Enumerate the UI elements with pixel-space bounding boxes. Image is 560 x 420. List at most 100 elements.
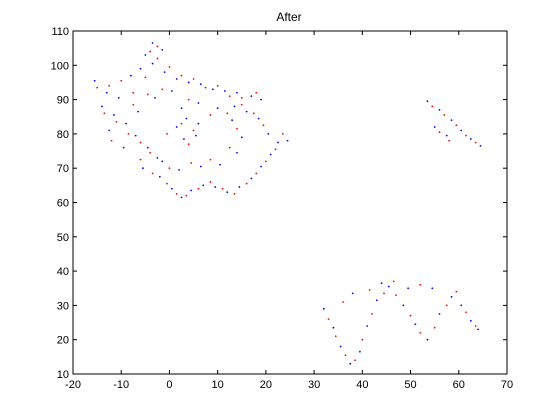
data-point <box>166 182 168 185</box>
data-point <box>108 84 111 87</box>
data-point <box>233 193 236 195</box>
data-point <box>433 126 436 128</box>
data-point <box>465 134 467 137</box>
data-point <box>267 133 270 135</box>
x-tick-label: 60 <box>453 379 465 391</box>
data-point <box>199 83 202 86</box>
data-point <box>477 328 479 331</box>
data-point <box>146 146 149 149</box>
data-point <box>354 359 356 362</box>
data-point <box>120 79 123 82</box>
data-point <box>402 304 405 307</box>
data-point <box>448 139 451 142</box>
data-point <box>151 62 154 65</box>
data-point <box>344 354 347 357</box>
y-tick-label: 80 <box>57 129 69 141</box>
data-point <box>366 325 369 327</box>
data-point <box>334 335 337 338</box>
data-point <box>122 146 125 149</box>
data-point <box>211 88 214 91</box>
data-point <box>409 314 412 317</box>
data-point <box>190 189 193 192</box>
data-point <box>139 158 142 161</box>
data-point <box>202 184 205 187</box>
data-point <box>149 151 152 154</box>
data-point <box>175 193 178 195</box>
data-point <box>431 105 434 108</box>
data-point <box>228 95 231 98</box>
data-point <box>281 133 284 135</box>
data-point <box>96 86 99 89</box>
x-tick-label: 20 <box>260 379 272 391</box>
data-point <box>183 138 185 140</box>
data-point <box>156 45 159 48</box>
data-point <box>460 304 463 307</box>
data-point <box>178 169 180 171</box>
data-point <box>101 105 103 108</box>
data-point <box>168 66 171 68</box>
data-point <box>170 187 173 190</box>
data-point <box>262 124 265 127</box>
data-point <box>469 138 472 140</box>
data-point <box>250 177 253 180</box>
data-point <box>144 76 147 79</box>
data-point <box>117 96 120 99</box>
data-point <box>332 326 335 329</box>
data-point <box>226 191 229 194</box>
data-point <box>236 151 238 154</box>
y-tick-label: 60 <box>57 198 69 210</box>
data-point <box>450 119 453 122</box>
data-point <box>438 131 441 134</box>
data-point <box>170 90 173 92</box>
data-point <box>115 121 118 123</box>
data-point <box>105 91 108 94</box>
data-point <box>431 287 434 290</box>
x-tick-label: 40 <box>356 379 368 391</box>
data-point <box>216 107 219 110</box>
points-layer <box>93 42 482 365</box>
data-point <box>433 326 436 329</box>
data-point <box>445 134 448 137</box>
data-point <box>342 301 344 303</box>
data-point <box>175 78 178 80</box>
data-point <box>185 117 188 120</box>
data-point <box>219 163 221 166</box>
data-point <box>349 362 352 365</box>
data-point <box>479 145 482 147</box>
data-point <box>108 129 111 132</box>
data-point <box>139 67 142 70</box>
data-point <box>474 325 477 327</box>
x-axis: -20 -10 0 10 20 30 40 50 60 70 <box>65 31 513 391</box>
data-point <box>240 96 243 99</box>
data-point <box>407 287 410 290</box>
data-point <box>426 338 429 341</box>
data-point <box>163 71 166 74</box>
data-point <box>233 105 236 108</box>
data-point <box>93 79 96 82</box>
data-point <box>269 153 272 156</box>
data-point <box>180 74 183 77</box>
data-point <box>156 157 159 159</box>
data-point <box>187 143 190 146</box>
data-point <box>228 146 231 149</box>
data-point <box>238 186 241 188</box>
data-point <box>197 187 200 190</box>
data-point <box>132 91 135 94</box>
data-point <box>209 158 212 161</box>
data-point <box>257 117 260 120</box>
data-point <box>465 311 467 314</box>
data-point <box>414 323 417 326</box>
data-point <box>274 148 277 151</box>
data-point <box>245 110 248 113</box>
x-tick-label: 0 <box>166 379 172 391</box>
data-point <box>469 319 472 322</box>
x-tick-label: 30 <box>308 379 320 391</box>
data-point <box>236 127 238 130</box>
data-point <box>137 110 140 113</box>
data-point <box>204 86 207 89</box>
data-point <box>277 141 279 144</box>
data-point <box>142 167 144 170</box>
data-point <box>151 42 154 44</box>
y-tick-label: 90 <box>57 95 69 107</box>
